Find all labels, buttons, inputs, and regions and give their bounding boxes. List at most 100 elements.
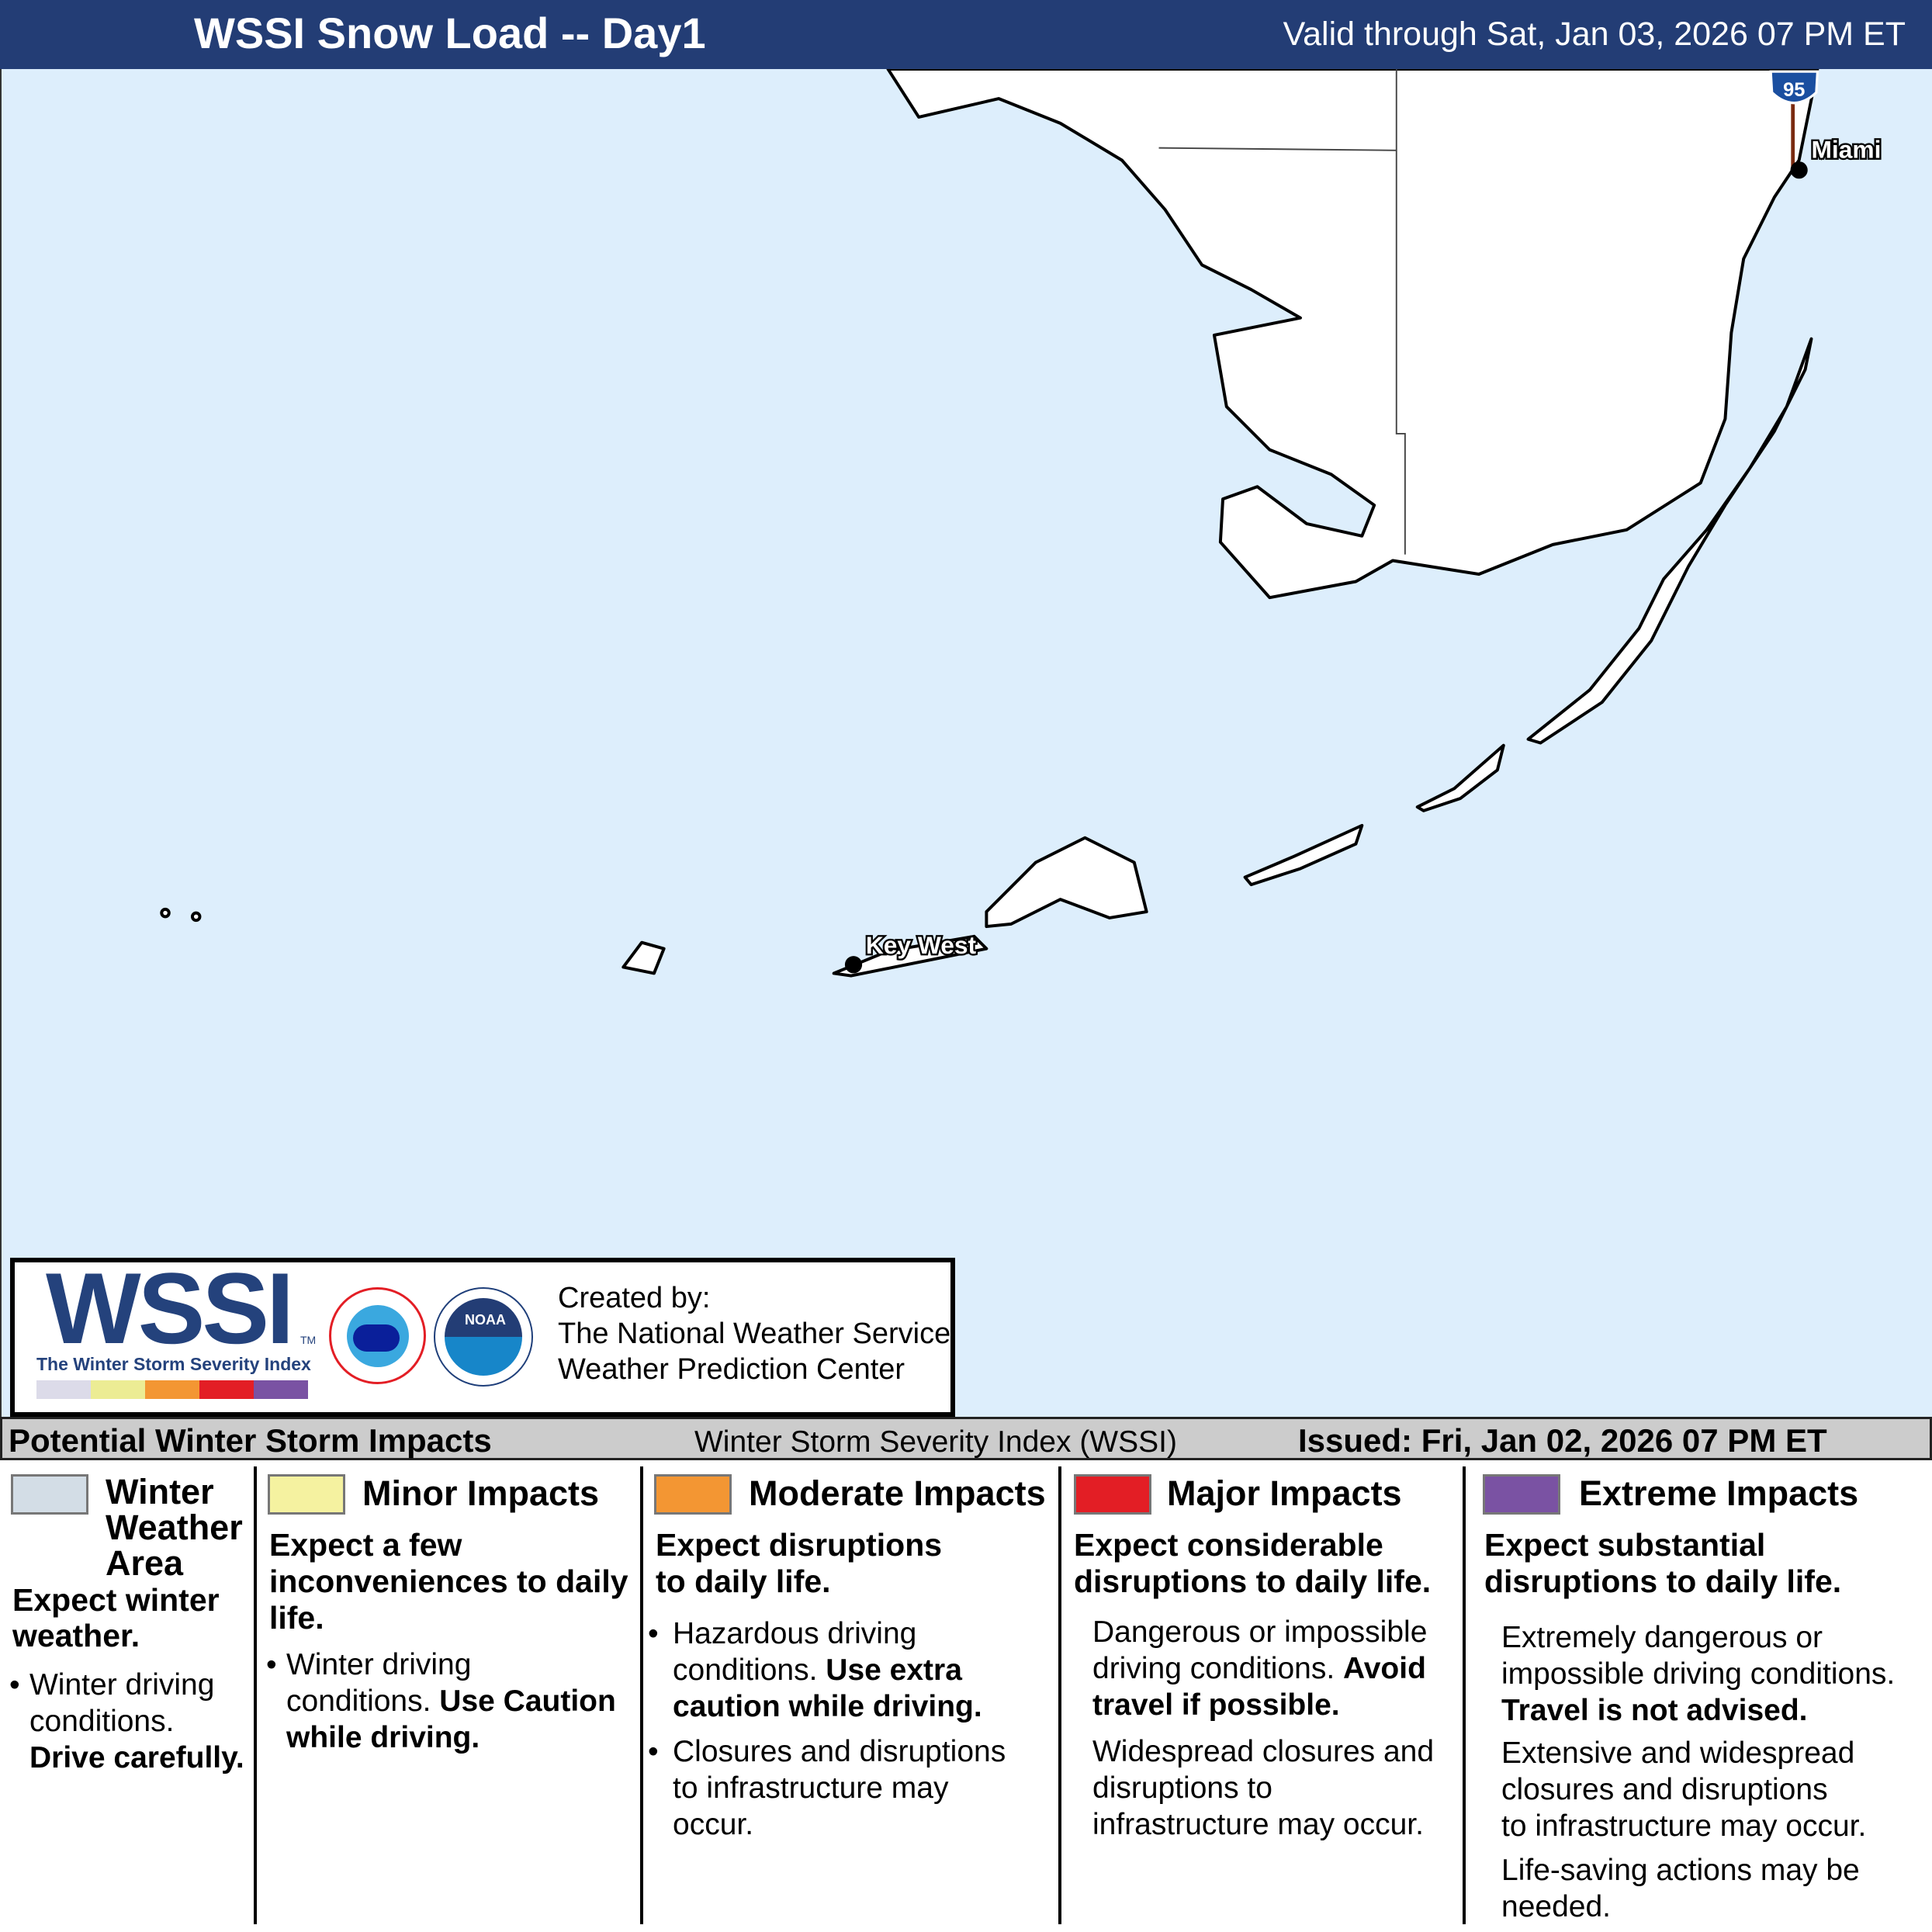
header-bar: WSSI Snow Load -- Day1 Valid through Sat…	[0, 0, 1932, 69]
legend-swatch	[268, 1474, 345, 1515]
legend-detail: caution while driving.	[673, 1690, 982, 1723]
legend-title-bar: Potential Winter Storm Impacts Winter St…	[0, 1417, 1932, 1460]
wssi-subtitle: The Winter Storm Severity Index	[36, 1354, 311, 1374]
city-dot-miami	[1790, 161, 1808, 179]
legend-index-name: Winter Storm Severity Index (WSSI)	[694, 1425, 1177, 1459]
credit-org-nws: The National Weather Service	[558, 1317, 951, 1350]
column-divider	[1463, 1466, 1466, 1924]
scale-swatch	[91, 1380, 145, 1399]
legend-title: Potential Winter Storm Impacts	[9, 1422, 492, 1459]
bullet-icon: •	[648, 1617, 659, 1650]
legend-detail: Travel is not advised.	[1501, 1694, 1808, 1727]
city-label-key-west: Key West	[866, 931, 977, 959]
bullet-icon: •	[266, 1648, 277, 1681]
legend-title: Minor Impacts	[362, 1473, 600, 1513]
legend-detail: Dangerous or impossible	[1092, 1615, 1428, 1649]
marquesas-keys	[621, 940, 666, 975]
legend-detail: to infrastructure may occur.	[1501, 1809, 1867, 1843]
florida-mainland	[886, 68, 1819, 600]
dry-tortugas-island	[160, 907, 171, 919]
map-title: WSSI Snow Load -- Day1	[194, 9, 706, 57]
legend-detail: conditions.	[29, 1705, 175, 1738]
scale-swatch	[36, 1380, 91, 1399]
legend-detail: Hazardous driving	[673, 1617, 917, 1650]
legend-detail: while driving.	[286, 1721, 480, 1754]
map-svg: 95 Miami Key West	[160, 68, 1883, 978]
legend-summary: Expect considerable	[1074, 1527, 1383, 1563]
legend-detail: Extensive and widespread	[1501, 1736, 1855, 1770]
legend-detail: needed.	[1501, 1890, 1611, 1923]
legend-extreme-impacts: Extreme Impacts Expect substantial disru…	[1466, 1460, 1932, 1926]
column-divider	[254, 1466, 257, 1924]
legend-detail: conditions. Use extra	[673, 1653, 962, 1687]
highway-shield-label: 95	[1783, 79, 1805, 101]
lower-keys	[985, 836, 1148, 929]
column-divider	[640, 1466, 643, 1924]
legend-detail: closures and disruptions	[1501, 1773, 1828, 1806]
legend-detail: Winter driving	[29, 1668, 215, 1702]
legend-detail: Widespread closures and	[1092, 1735, 1435, 1768]
legend-detail: infrastructure may occur.	[1092, 1808, 1424, 1841]
wssi-tm: TM	[300, 1334, 317, 1346]
legend-detail: Winter driving	[286, 1648, 472, 1681]
legend-detail: occur.	[673, 1808, 754, 1841]
legend-detail: Extremely dangerous or	[1501, 1621, 1823, 1654]
legend-major-impacts: Major Impacts Expect considerable disrup…	[1061, 1460, 1463, 1926]
legend-title: Weather	[106, 1508, 243, 1547]
column-divider	[1058, 1466, 1061, 1924]
upper-keys	[1526, 337, 1813, 745]
legend-swatch	[1483, 1474, 1560, 1515]
scale-swatch	[145, 1380, 199, 1399]
legend-summary: Expect winter	[12, 1582, 220, 1618]
scale-swatch	[199, 1380, 254, 1399]
legend-detail: travel if possible.	[1092, 1688, 1340, 1722]
middle-keys-2	[1243, 823, 1364, 887]
issued-time: Issued: Fri, Jan 02, 2026 07 PM ET	[1298, 1422, 1827, 1459]
legend-title: Winter	[106, 1472, 214, 1511]
legend-detail: conditions. Use Caution	[286, 1684, 616, 1718]
county-line	[1158, 147, 1397, 151]
key-west-island	[832, 934, 989, 978]
legend-summary: to daily life.	[656, 1563, 831, 1599]
legend-minor-impacts: Minor Impacts Expect a few inconvenience…	[257, 1460, 640, 1926]
legend-detail: driving conditions. Avoid	[1092, 1652, 1426, 1685]
legend-summary: Expect disruptions	[656, 1527, 943, 1563]
noaa-seal-label: NOAA	[465, 1312, 506, 1328]
noaa-seal-icon: NOAA	[434, 1287, 533, 1387]
credit-org-wpc: Weather Prediction Center	[558, 1353, 905, 1386]
scale-swatch	[254, 1380, 308, 1399]
legend-summary: disruptions to daily life.	[1074, 1563, 1432, 1599]
wssi-logo: WSSI	[46, 1252, 294, 1365]
legend-winter-weather-area: Winter Weather Area Expect winter weathe…	[0, 1460, 254, 1926]
city-label-miami: Miami	[1812, 135, 1882, 163]
legend-swatch	[654, 1474, 732, 1515]
legend-summary: Expect substantial	[1484, 1527, 1766, 1563]
legend-summary: Expect a few	[269, 1527, 462, 1563]
legend-title: Area	[106, 1543, 184, 1583]
bullet-icon: •	[648, 1735, 659, 1768]
nws-seal-icon	[329, 1287, 426, 1384]
middle-keys	[1415, 743, 1505, 812]
valid-time: Valid through Sat, Jan 03, 2026 07 PM ET	[1283, 16, 1906, 53]
legend-swatch	[11, 1474, 88, 1515]
bullet-icon: •	[9, 1668, 20, 1702]
legend-title: Extreme Impacts	[1579, 1473, 1859, 1513]
legend-summary: life.	[269, 1600, 324, 1636]
legend-title: Major Impacts	[1167, 1473, 1402, 1513]
legend-detail: impossible driving conditions.	[1501, 1657, 1896, 1691]
dry-tortugas-island	[190, 911, 202, 923]
map-area[interactable]: 95 Miami Key West	[0, 68, 1932, 1417]
created-by-label: Created by:	[558, 1282, 711, 1314]
legend-detail: to infrastructure may	[673, 1771, 949, 1805]
legend-detail: Drive carefully.	[29, 1741, 244, 1774]
legend-detail: Closures and disruptions	[673, 1735, 1006, 1768]
legend-detail: disruptions to	[1092, 1771, 1272, 1805]
legend-title: Moderate Impacts	[749, 1473, 1046, 1513]
legend-summary: weather.	[12, 1618, 140, 1653]
county-line	[1395, 69, 1406, 555]
legend-detail: Life-saving actions may be	[1501, 1854, 1860, 1887]
legend-moderate-impacts: Moderate Impacts Expect disruptions to d…	[643, 1460, 1058, 1926]
highway-shield-icon	[1769, 70, 1819, 105]
credits-box: WSSI TM The Winter Storm Severity Index …	[10, 1258, 955, 1417]
city-dot-key-west	[844, 956, 863, 974]
